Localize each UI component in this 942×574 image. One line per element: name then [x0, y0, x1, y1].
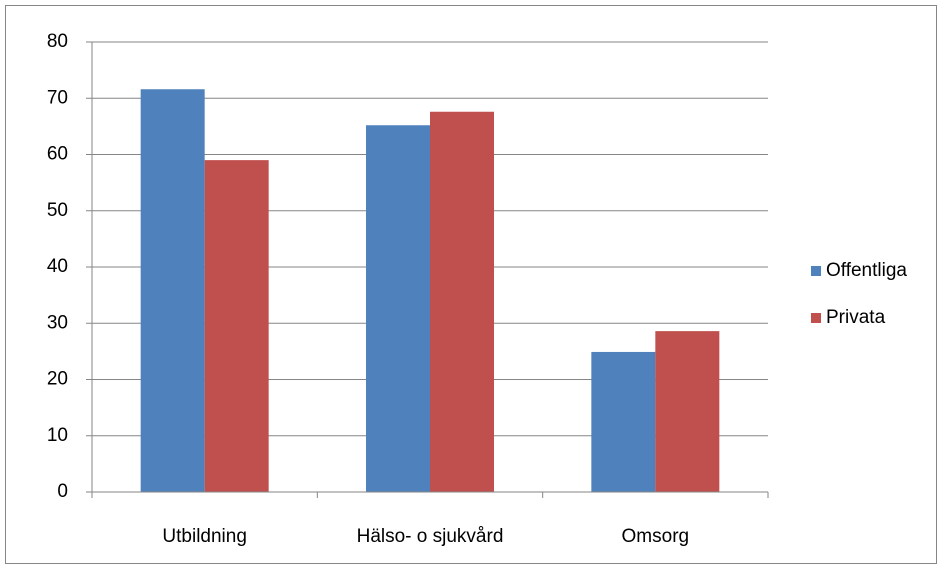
legend-swatch — [811, 313, 821, 323]
legend-label: Offentliga — [826, 260, 907, 281]
y-tick-label: 40 — [47, 256, 68, 277]
y-tick-label: 10 — [47, 425, 68, 446]
bar — [655, 331, 720, 492]
y-tick-label: 0 — [57, 481, 68, 502]
y-tick-label: 20 — [47, 369, 68, 390]
x-tick-label: Hälso- o sjukvård — [357, 526, 504, 547]
bar — [430, 111, 494, 492]
y-tick-label: 80 — [47, 31, 68, 52]
bar — [591, 351, 656, 492]
legend-swatch — [811, 266, 821, 276]
y-tick-label: 30 — [47, 312, 68, 333]
legend-label: Privata — [826, 307, 886, 328]
y-tick-label: 50 — [47, 200, 68, 221]
bar — [366, 125, 430, 492]
y-tick-label: 60 — [47, 144, 68, 165]
x-tick-label: Omsorg — [622, 526, 690, 547]
bar — [204, 160, 269, 492]
y-tick-label: 70 — [47, 87, 68, 108]
bar — [140, 89, 205, 492]
x-tick-label: Utbildning — [162, 526, 247, 547]
